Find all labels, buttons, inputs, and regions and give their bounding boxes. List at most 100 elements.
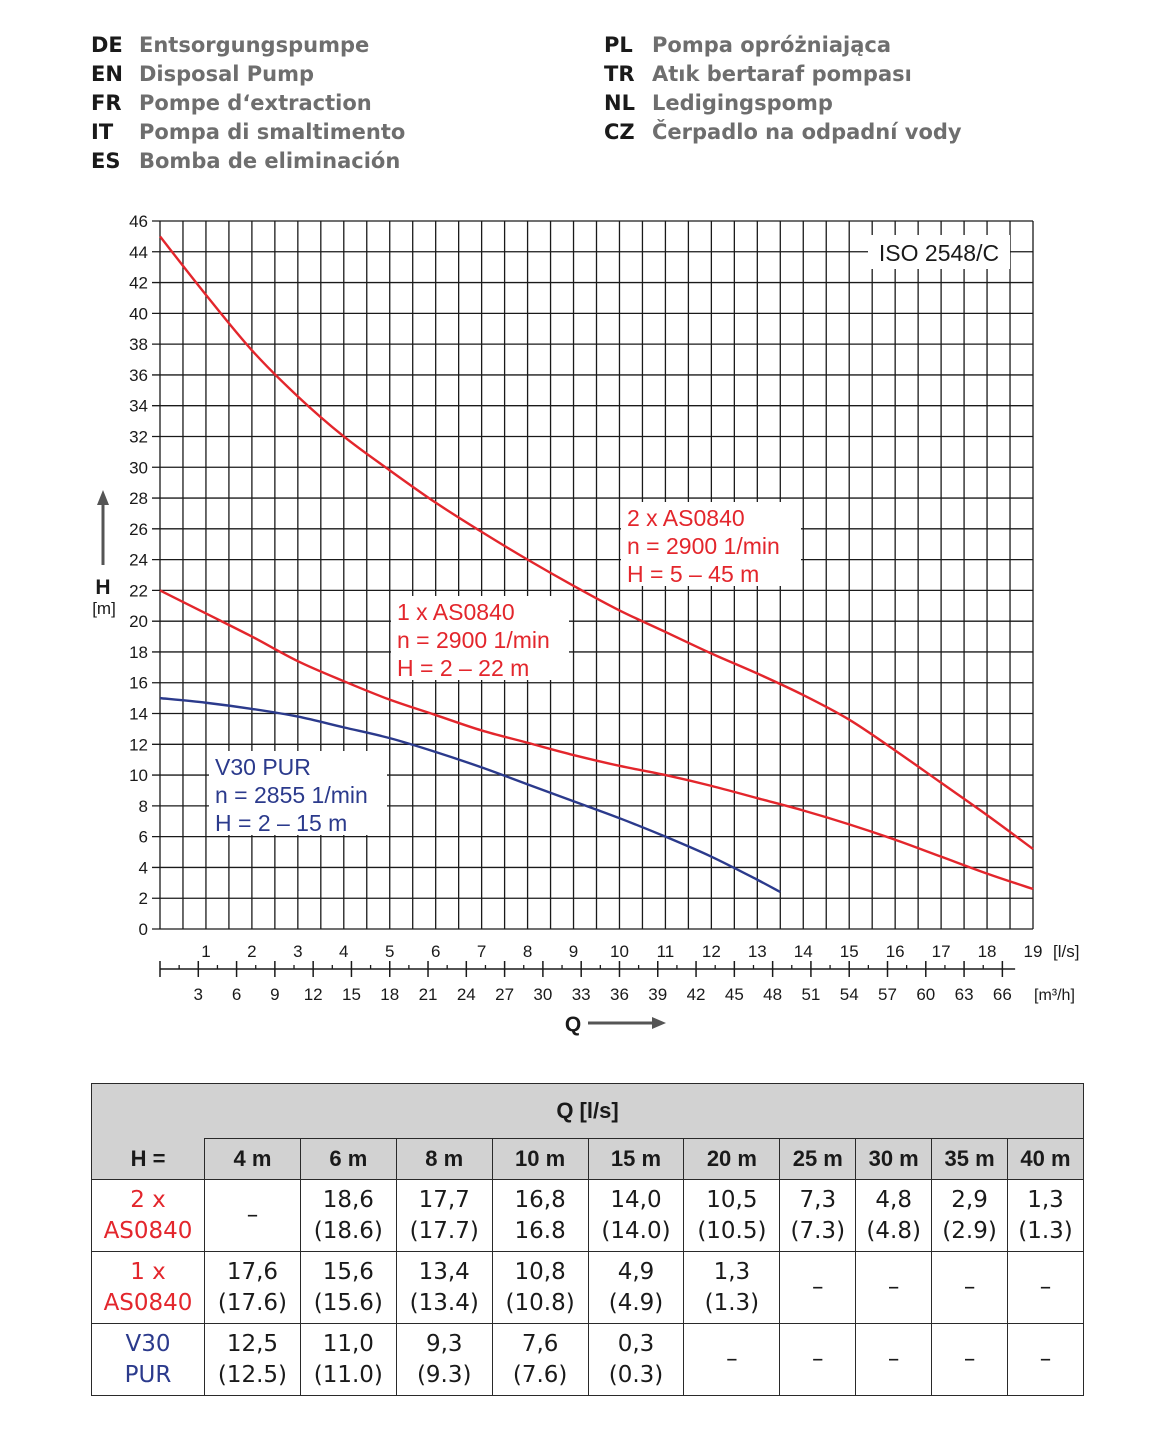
cell-value: – xyxy=(726,1346,738,1372)
column-header: 15 m xyxy=(587,1138,685,1180)
y-tick-label: 6 xyxy=(139,828,148,847)
y-tick-label: 32 xyxy=(129,427,148,446)
cell-value: (10.5) xyxy=(697,1217,767,1244)
x-tick-label-m3h: 63 xyxy=(955,985,974,1004)
x-tick-label-ls: 11 xyxy=(657,942,675,961)
cell-value: 11,0 xyxy=(322,1330,374,1357)
y-axis-title: H xyxy=(95,576,110,599)
cell-value: 10,5 xyxy=(706,1186,758,1213)
y-tick-label: 22 xyxy=(129,581,148,600)
cell-value: (12.5) xyxy=(217,1361,288,1388)
series-v30-pur-label: V30 PUR xyxy=(215,754,311,780)
product-name: Čerpadlo na odpadní vody xyxy=(652,120,962,144)
cell-value: (4.8) xyxy=(866,1217,921,1244)
table-cell: 7,3 (7.3) xyxy=(779,1179,857,1252)
y-tick-label: 4 xyxy=(139,858,148,877)
series-v30-pur-label: H = 2 – 15 m xyxy=(215,810,347,836)
table-cell: 0,3 (0.3) xyxy=(587,1323,685,1396)
cell-value: 13,4 xyxy=(418,1258,470,1285)
x-tick-label-m3h: 30 xyxy=(533,985,552,1004)
h-label: H = xyxy=(91,1138,205,1180)
language-row: DE Entsorgungspumpe xyxy=(91,31,405,60)
table-cell: – xyxy=(931,1251,1009,1324)
product-name: Atık bertaraf pompası xyxy=(652,62,912,86)
performance-table: Q [l/s] H = 4 m 6 m 8 m 10 m 15 m 20 m 2… xyxy=(91,1083,1084,1396)
series-2x-as0840-label: H = 5 – 45 m xyxy=(627,561,759,587)
x-tick-label-ls: 2 xyxy=(247,942,256,961)
x-tick-label-m3h: 60 xyxy=(916,985,935,1004)
x-tick-label-m3h: 36 xyxy=(610,985,629,1004)
column-header: 6 m xyxy=(299,1138,397,1180)
language-row: IT Pompa di smaltimento xyxy=(91,118,405,147)
y-tick-label: 44 xyxy=(129,243,148,262)
language-code: EN xyxy=(91,62,123,86)
row-label: 2 x AS0840 xyxy=(91,1179,205,1252)
language-code: FR xyxy=(91,91,122,115)
cell-value: (1.3) xyxy=(1018,1217,1073,1244)
cell-value: – xyxy=(246,1202,259,1228)
y-tick-label: 30 xyxy=(129,458,148,477)
column-header: 4 m xyxy=(204,1138,301,1180)
x-tick-label-ls: 19 xyxy=(1024,942,1043,961)
language-row: ES Bomba de eliminación xyxy=(91,147,405,176)
row-label-line: V30 xyxy=(125,1330,171,1357)
cell-value: 18,6 xyxy=(322,1186,374,1213)
y-axis-unit: [m] xyxy=(92,599,116,618)
cell-value: (0.3) xyxy=(608,1361,664,1388)
x-tick-label-m3h: 39 xyxy=(648,985,667,1004)
x-tick-label-m3h: 21 xyxy=(419,985,438,1004)
table-cell: 4,8 (4.8) xyxy=(855,1179,933,1252)
cell-value: (10.8) xyxy=(505,1289,575,1316)
cell-value: 0,3 xyxy=(617,1330,655,1357)
table-cell: – xyxy=(931,1323,1009,1396)
series-2x-as0840-label: 2 x AS0840 xyxy=(627,505,745,531)
cell-value: – xyxy=(1039,1346,1052,1372)
y-tick-label: 40 xyxy=(129,304,148,323)
row-label-line: AS0840 xyxy=(103,1289,193,1316)
y-tick-label: 42 xyxy=(129,274,148,293)
cell-value: 14,0 xyxy=(610,1186,662,1213)
series-2x-as0840-label: n = 2900 1/min xyxy=(627,533,780,559)
cell-value: – xyxy=(887,1346,900,1372)
table-row: 1 x AS0840 17,6 (17.6) 15,6 (15.6) 13,4 (13.4) 1… xyxy=(91,1251,1084,1324)
table-cell: 1,3 (1.3) xyxy=(1007,1179,1084,1252)
column-header: 30 m xyxy=(855,1138,933,1180)
cell-value: 9,3 xyxy=(425,1330,463,1357)
table-cell: 16,8 16.8 xyxy=(491,1179,589,1252)
x-tick-label-ls: 16 xyxy=(886,942,905,961)
table-cell: 13,4 (13.4) xyxy=(395,1251,493,1324)
series-1x-as0840-label: n = 2900 1/min xyxy=(397,627,550,653)
y-tick-label: 8 xyxy=(139,797,148,816)
y-tick-label: 34 xyxy=(129,397,148,416)
cell-value: (17.7) xyxy=(409,1217,479,1244)
x-tick-label-m3h: 33 xyxy=(572,985,591,1004)
x-tick-label-ls: 9 xyxy=(569,942,578,961)
row-label-line: AS0840 xyxy=(103,1217,193,1244)
cell-value: – xyxy=(963,1346,976,1372)
y-tick-label: 46 xyxy=(129,212,148,231)
x-tick-label-m3h: 6 xyxy=(232,985,241,1004)
cell-value: (11.0) xyxy=(313,1361,383,1388)
table-cell: 11,0 (11.0) xyxy=(299,1323,397,1396)
y-tick-label: 24 xyxy=(129,551,148,570)
table-cell: 15,6 (15.6) xyxy=(299,1251,397,1324)
cell-value: (7.6) xyxy=(512,1361,568,1388)
x-tick-label-m3h: 3 xyxy=(194,985,203,1004)
table-cell: – xyxy=(855,1251,933,1324)
y-tick-label: 16 xyxy=(129,674,148,693)
table-cell: 17,6 (17.6) xyxy=(204,1251,301,1324)
product-name: Ledigingspomp xyxy=(652,91,833,115)
x-tick-label-ls: 15 xyxy=(840,942,859,961)
cell-value: 10,8 xyxy=(514,1258,566,1285)
table-cell: 10,8 (10.8) xyxy=(491,1251,589,1324)
series-1x-as0840-label: 1 x AS0840 xyxy=(397,599,515,625)
table-cell: 7,6 (7.6) xyxy=(491,1323,589,1396)
column-header: 10 m xyxy=(491,1138,589,1180)
row-label: V30 PUR xyxy=(91,1323,205,1396)
cell-value: 16.8 xyxy=(514,1217,566,1244)
cell-value: (7.3) xyxy=(790,1217,846,1244)
y-tick-label: 10 xyxy=(129,766,148,785)
cell-value: (1.3) xyxy=(704,1289,760,1316)
x-tick-label-ls: 6 xyxy=(431,942,440,961)
x-tick-label-m3h: 27 xyxy=(495,985,514,1004)
